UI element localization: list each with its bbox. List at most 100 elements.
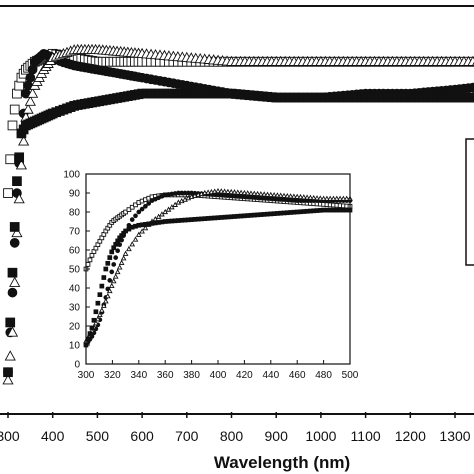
inset-data-point [287, 193, 294, 199]
main-series-3 [2, 43, 474, 385]
inset-data-point [101, 275, 107, 280]
main-data-point [25, 72, 36, 83]
main-data-point [7, 287, 18, 298]
inset-data-point [139, 228, 145, 234]
main-data-point [7, 267, 18, 278]
inset-data-point [104, 293, 111, 299]
inset-data-point [89, 252, 95, 258]
inset-y-tick-label: 40 [69, 284, 81, 295]
main-x-tick-label: 900 [265, 428, 289, 444]
inset-data-point [107, 255, 113, 260]
main-x-tick-label: 600 [130, 428, 154, 444]
main-series-4 [3, 88, 474, 378]
inset-data-point [102, 298, 109, 304]
inset-data-point [129, 241, 136, 247]
inset-data-point [87, 257, 93, 263]
inset-data-point [234, 189, 241, 195]
inset-data-point [109, 249, 115, 255]
inset-data-point [248, 190, 254, 196]
main-data-point [15, 159, 28, 170]
inset-data-point [111, 262, 117, 267]
inset-data-point [117, 242, 123, 248]
inset-data-point [162, 208, 169, 215]
inset-data-point [133, 213, 138, 219]
inset-data-point [93, 309, 99, 315]
inset-y-tick-label: 70 [69, 227, 81, 238]
inset-data-point [85, 336, 91, 342]
inset-data-point [85, 262, 91, 267]
inset-data-point [89, 325, 95, 331]
inset-data-point [330, 195, 337, 201]
inset-data-point [343, 195, 350, 201]
main-data-point [9, 276, 21, 287]
main-x-tick-label: 500 [86, 428, 110, 444]
main-plot-data [2, 43, 474, 385]
inset-data-point [106, 287, 113, 294]
inset-y-tick-label: 60 [69, 246, 81, 257]
inset-x-tick-label: 440 [262, 370, 279, 381]
inset-data-point [327, 195, 334, 201]
main-data-point [18, 135, 30, 146]
inset-data-point [123, 209, 128, 215]
inset-data-point [274, 192, 281, 198]
inset-x-tick-label: 360 [157, 370, 174, 381]
main-data-point [4, 350, 16, 361]
main-x-axis-ticks: 300 400 500 600 700 800 900 1000 1100 1200 1300 [0, 412, 471, 444]
inset-y-tick-label: 10 [69, 341, 81, 352]
inset-x-tick-label: 500 [342, 370, 359, 381]
inset-data-point [99, 283, 105, 289]
inset-data-point [95, 316, 101, 322]
main-data-point [26, 87, 39, 98]
inset-data-point [87, 331, 93, 336]
main-data-point [27, 64, 38, 75]
inset-data-point [112, 273, 119, 279]
main-data-point [2, 374, 14, 385]
main-data-point [14, 152, 25, 163]
inset-x-tick-label: 320 [104, 370, 121, 381]
inset-data-point [225, 188, 231, 194]
inset-data-point [300, 194, 307, 200]
inset-data-point [93, 320, 99, 326]
inset-data-point [146, 201, 152, 206]
main-data-point [3, 367, 13, 378]
inset-data-point [139, 206, 145, 212]
inset-data-point [91, 317, 97, 323]
inset-data-point [116, 264, 123, 270]
inset-data-point [221, 188, 228, 194]
inset-data-point [218, 188, 225, 194]
inset-data-point [231, 189, 238, 195]
inset-data-point [304, 194, 310, 200]
inset-data-point [155, 213, 162, 219]
inset-data-point [143, 203, 148, 209]
inset-data-point [333, 195, 340, 201]
inset-data-point [120, 255, 127, 261]
main-x-tick-label: 800 [220, 428, 244, 444]
inset-data-point [135, 231, 142, 237]
inset-data-point [126, 245, 132, 252]
inset-data-point [267, 191, 274, 197]
main-x-tick-label: 1000 [305, 428, 336, 444]
inset-y-tick-label: 50 [69, 265, 81, 276]
inset-data-point [133, 202, 138, 208]
inset-data-point [126, 207, 132, 212]
inset-y-tick-label: 30 [69, 303, 81, 314]
inset-data-point [97, 311, 103, 318]
inset-data-point [320, 195, 327, 201]
inset-y-tick-label: 90 [69, 189, 81, 200]
inset-data-point [258, 191, 264, 197]
inset-data-point [314, 195, 320, 201]
inset-x-tick-label: 400 [210, 370, 227, 381]
inset-data-point [277, 192, 284, 198]
main-x-tick-label: 1100 [351, 428, 381, 444]
inset-data-point [271, 192, 277, 198]
inset-data-point [337, 195, 343, 201]
inset-y-tick-label: 80 [69, 208, 81, 219]
inset-data-point [264, 191, 271, 197]
main-x-tick-label: 300 [0, 428, 20, 444]
legend-box [465, 138, 474, 266]
inset-data-point [284, 192, 291, 199]
inset-x-tick-label: 420 [236, 370, 253, 381]
inset-data-point [297, 193, 304, 200]
inset-data-point [238, 189, 244, 195]
inset-data-point [132, 236, 139, 242]
